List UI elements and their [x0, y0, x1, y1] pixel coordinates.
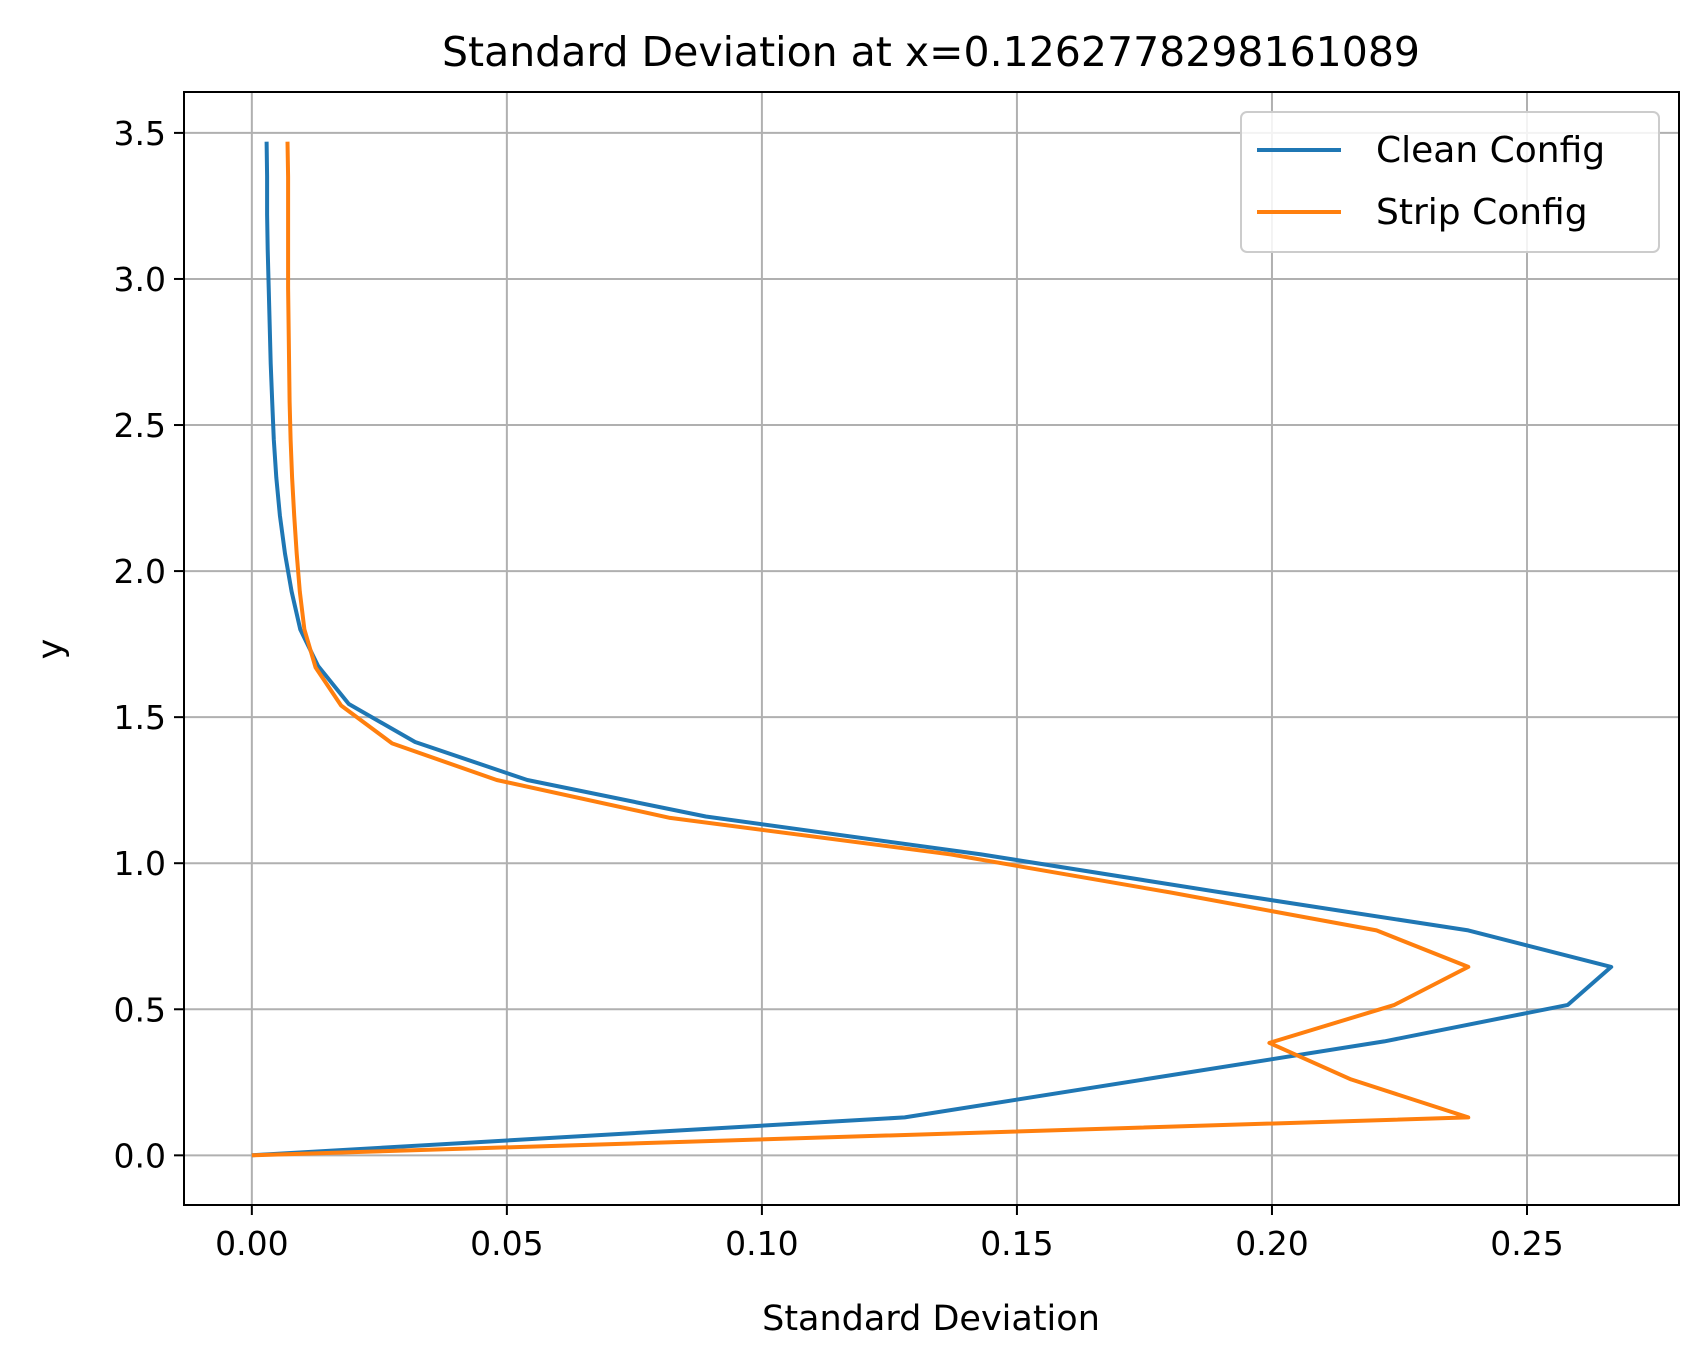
- legend: Clean Config Strip Config: [1240, 111, 1660, 253]
- grid: [184, 92, 1679, 1205]
- y-tick-label: 1.5: [114, 698, 166, 737]
- y-tick-label: 0.0: [114, 1136, 166, 1175]
- y-tick-label: 2.5: [114, 406, 166, 445]
- x-tick-label: 0.10: [725, 1224, 798, 1263]
- x-tick-label: 0.00: [215, 1224, 288, 1263]
- legend-label-strip-config: Strip Config: [1376, 192, 1588, 233]
- y-tick-label: 0.5: [114, 990, 166, 1029]
- y-tick-label: 3.5: [114, 114, 166, 153]
- y-axis-label: y: [31, 639, 71, 660]
- y-tick-label: 3.0: [114, 260, 166, 299]
- x-tick-label: 0.15: [980, 1224, 1053, 1263]
- x-tick-label: 0.25: [1490, 1224, 1563, 1263]
- chart-title: Standard Deviation at x=0.12627782981610…: [442, 28, 1420, 76]
- x-axis: 0.00 0.05 0.10 0.15 0.20 0.25: [215, 1205, 1564, 1263]
- x-tick-label: 0.20: [1235, 1224, 1308, 1263]
- series-group: [251, 141, 1614, 1158]
- x-axis-label: Standard Deviation: [762, 1299, 1100, 1339]
- legend-box: [1240, 111, 1660, 253]
- series-line-strip-config: [251, 141, 1471, 1158]
- y-tick-label: 1.0: [114, 844, 166, 883]
- y-axis: 0.0 0.5 1.0 1.5 2.0 2.5 3.0 3.5: [114, 114, 184, 1175]
- y-tick-label: 2.0: [114, 552, 166, 591]
- plot-frame: [183, 91, 1680, 1206]
- x-tick-label: 0.05: [470, 1224, 543, 1263]
- legend-label-clean-config: Clean Config: [1376, 130, 1605, 171]
